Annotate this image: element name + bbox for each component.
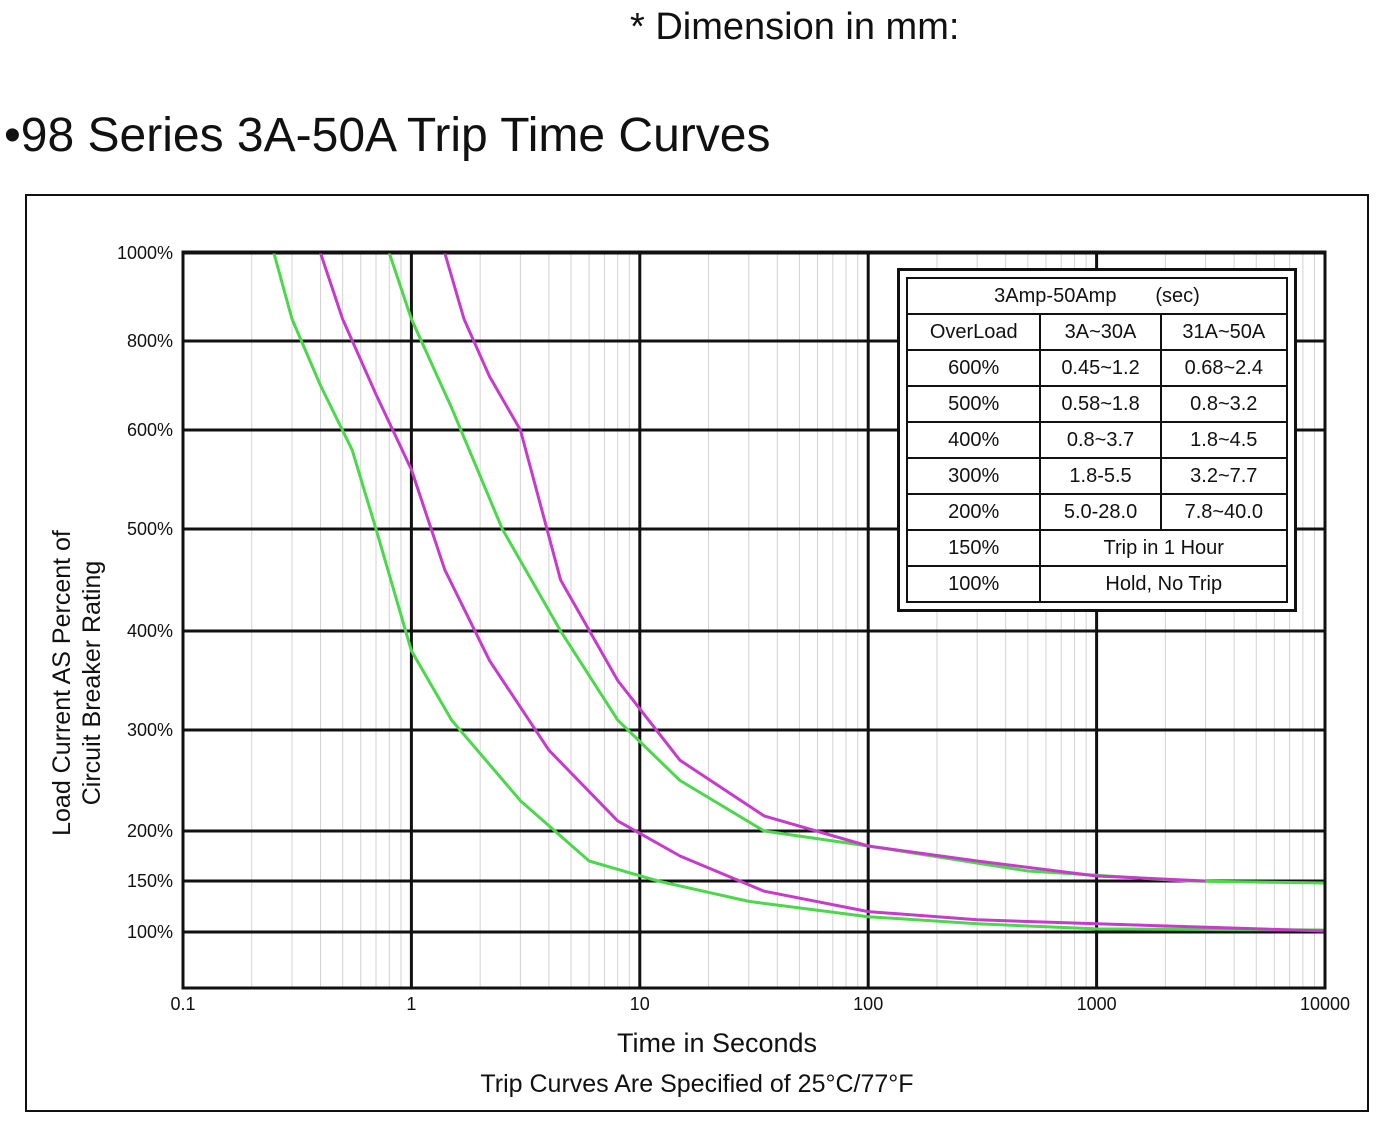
minor-grid <box>251 252 1316 988</box>
table-cell: 0.58~1.8 <box>1039 385 1162 423</box>
table-header: 3Amp-50Amp (sec) <box>906 277 1288 315</box>
table-cell: 150% <box>905 529 1042 567</box>
table-cell: 200% <box>905 493 1042 531</box>
column-header: 31A~50A <box>1159 313 1289 351</box>
table-row: 300% 1.8-5.5 3.2~7.7 <box>905 457 1289 495</box>
table-row: 200% 5.0-28.0 7.8~40.0 <box>905 493 1289 531</box>
table-cell: 100% <box>905 565 1042 603</box>
x-tick-label: 100 <box>853 994 883 1014</box>
x-tick-label: 10 <box>630 994 650 1014</box>
x-tick-label: 10000 <box>1300 994 1350 1014</box>
y-tick-labels: 100% 150% 200% 300% 400% 500% 600% 800% 1000% <box>117 243 173 942</box>
table-cell: 300% <box>905 457 1042 495</box>
dimension-note: * Dimension in mm: <box>630 6 960 48</box>
legend-table-box: 3Amp-50Amp (sec) OverLoad 3A~30A 31A~50A… <box>897 268 1297 612</box>
table-header-unit: (sec) <box>1155 284 1200 307</box>
y-tick-label: 200% <box>127 821 173 841</box>
x-tick-label: 0.1 <box>170 994 195 1014</box>
series-line <box>319 252 1326 933</box>
table-cell: 3.2~7.7 <box>1159 457 1289 495</box>
x-tick-label: 1000 <box>1077 994 1117 1014</box>
y-tick-label: 600% <box>127 420 173 440</box>
table-row: 150% Trip in 1 Hour <box>905 529 1288 567</box>
x-axis-label: Time in Seconds <box>617 1028 817 1058</box>
table-row: 600% 0.45~1.2 0.68~2.4 <box>905 349 1289 387</box>
chart-frame <box>25 194 1369 1112</box>
table-row: 500% 0.58~1.8 0.8~3.2 <box>905 385 1289 423</box>
table-header-row: 3Amp-50Amp (sec) <box>906 277 1288 315</box>
table-row: 400% 0.8~3.7 1.8~4.5 <box>905 421 1289 459</box>
y-tick-label: 300% <box>127 720 173 740</box>
table-cell: 1.8~4.5 <box>1159 421 1289 459</box>
table-header-title: 3Amp-50Amp <box>994 284 1117 307</box>
y-axis-label-line2: Circuit Breaker Rating <box>78 561 106 806</box>
table-column-row: OverLoad 3A~30A 31A~50A <box>905 313 1289 351</box>
table-cell: 0.68~2.4 <box>1159 349 1289 387</box>
table-cell: Hold, No Trip <box>1039 565 1288 603</box>
trip-time-table: 3Amp-50Amp (sec) OverLoad 3A~30A 31A~50A… <box>905 277 1289 603</box>
y-tick-label: 500% <box>127 519 173 539</box>
curves <box>272 252 1326 933</box>
table-cell: 5.0-28.0 <box>1039 493 1162 531</box>
y-axis-label-line1: Load Current AS Percent of <box>48 530 76 836</box>
plot-border <box>181 250 1327 990</box>
table-cell: 0.45~1.2 <box>1039 349 1162 387</box>
table-cell: 0.8~3.2 <box>1159 385 1289 423</box>
table-cell: 500% <box>905 385 1042 423</box>
page-title: •98 Series 3A-50A Trip Time Curves <box>4 109 771 162</box>
column-header: 3A~30A <box>1039 313 1162 351</box>
y-tick-label: 800% <box>127 331 173 351</box>
x-tick-label: 1 <box>406 994 416 1014</box>
x-tick-labels: 0.1 1 10 100 1000 10000 <box>170 994 1350 1014</box>
table-row: 100% Hold, No Trip <box>905 565 1288 603</box>
y-tick-label: 100% <box>127 922 173 942</box>
table-cell: 400% <box>905 421 1042 459</box>
column-header: OverLoad <box>905 313 1042 351</box>
table-cell: Trip in 1 Hour <box>1039 529 1288 567</box>
table-cell: 1.8-5.5 <box>1039 457 1162 495</box>
chart-note: Trip Curves Are Specified of 25°C/77°F <box>480 1070 913 1098</box>
table-cell: 7.8~40.0 <box>1159 493 1289 531</box>
series-line <box>387 252 1326 885</box>
table-cell: 0.8~3.7 <box>1039 421 1162 459</box>
series-line <box>443 252 1206 883</box>
series-line <box>272 252 1326 932</box>
y-tick-label: 400% <box>127 621 173 641</box>
table-cell: 600% <box>905 349 1042 387</box>
y-tick-label: 1000% <box>117 243 173 263</box>
y-tick-label: 150% <box>127 871 173 891</box>
